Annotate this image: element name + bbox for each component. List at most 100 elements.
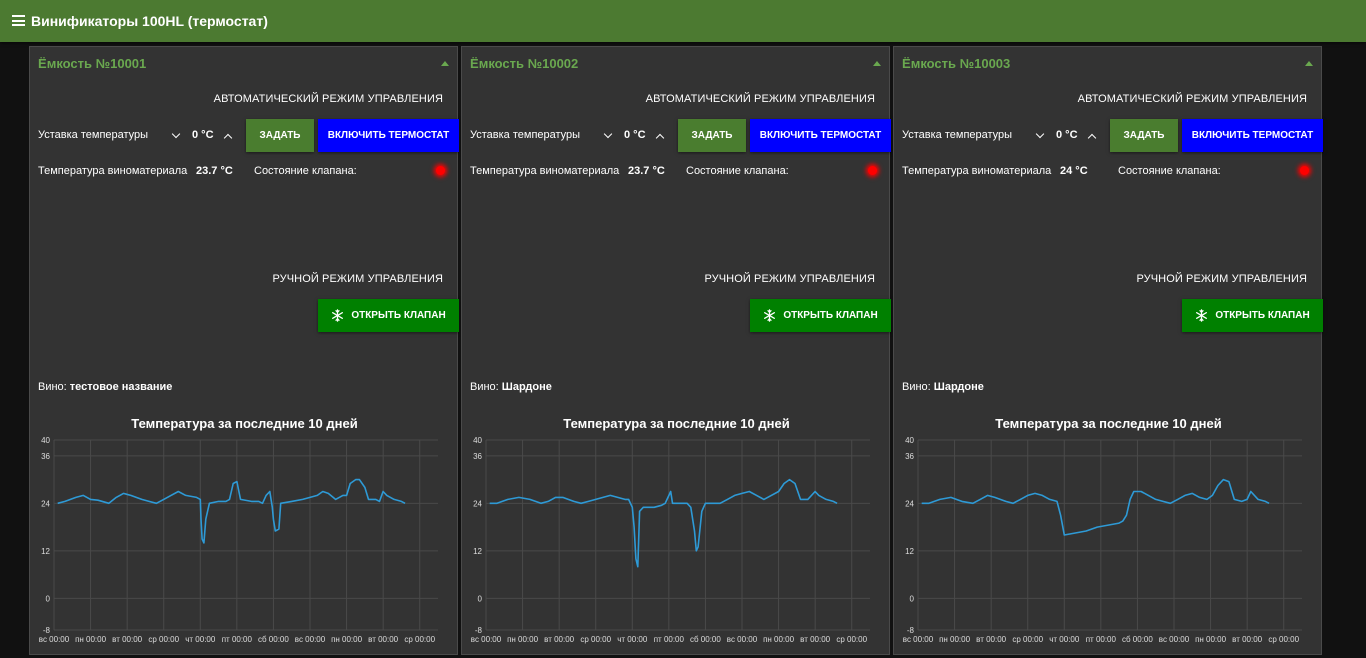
chevron-up-icon[interactable] — [1087, 133, 1097, 143]
enable-thermostat-button[interactable]: Включить термостат — [1182, 119, 1323, 152]
x-tick-label: пн 00:00 — [1195, 635, 1227, 644]
x-tick-label: вт 00:00 — [800, 635, 831, 644]
y-tick-label: 12 — [473, 547, 482, 556]
valve-state-label: Состояние клапана: — [686, 165, 789, 177]
set-button[interactable]: Задать — [246, 119, 314, 152]
y-tick-label: 24 — [473, 499, 482, 508]
open-valve-button[interactable]: Открыть клапан — [1182, 299, 1323, 332]
enable-thermostat-button[interactable]: Включить термостат — [318, 119, 459, 152]
tank-title[interactable]: Ёмкость №10002 — [470, 56, 579, 71]
y-tick-label: 36 — [473, 452, 482, 461]
chevron-down-icon[interactable] — [1035, 129, 1045, 139]
tank-card-1: Ёмкость №10001 Автоматический режим упра… — [29, 46, 459, 655]
temperature-series-line — [489, 478, 838, 568]
chevron-up-icon[interactable] — [655, 133, 665, 143]
x-tick-label: пн 00:00 — [331, 635, 363, 644]
tank-title[interactable]: Ёмкость №10001 — [38, 56, 147, 71]
snowflake-icon — [1196, 309, 1208, 322]
temperature-series-line — [921, 478, 1270, 536]
y-tick-label: 24 — [905, 499, 914, 508]
chevron-down-icon[interactable] — [603, 129, 613, 139]
wine-temp-value: 23.7 °C — [628, 165, 665, 177]
manual-mode-label: Ручной режим управления — [1136, 273, 1307, 285]
y-tick-label: -8 — [475, 626, 483, 635]
auto-mode-label: Автоматический режим управления — [213, 93, 443, 105]
x-tick-label: ср 00:00 — [580, 635, 611, 644]
wine-label: Вино: — [902, 381, 931, 393]
x-tick-label: вт 00:00 — [544, 635, 575, 644]
chevron-up-icon[interactable] — [223, 133, 233, 143]
open-valve-button[interactable]: Открыть клапан — [318, 299, 459, 332]
valve-status-led — [436, 166, 445, 175]
tank-card-2: Ёмкость №10002 Автоматический режим упра… — [461, 46, 891, 655]
y-tick-label: 0 — [910, 594, 915, 603]
y-tick-label: 40 — [41, 436, 50, 445]
wine-name: Шардоне — [501, 381, 552, 393]
wine-info: Вино: Шардоне — [902, 381, 984, 393]
app-header: Винификаторы 100HL (термостат) — [0, 0, 1366, 42]
setpoint-value[interactable]: 0 °C — [1056, 129, 1078, 141]
valve-status-led — [1300, 166, 1309, 175]
wine-name: Шардоне — [933, 381, 984, 393]
x-tick-label: вт 00:00 — [368, 635, 399, 644]
chevron-down-icon[interactable] — [171, 129, 181, 139]
manual-mode-label: Ручной режим управления — [272, 273, 443, 285]
snowflake-icon — [764, 309, 776, 322]
y-tick-label: 12 — [905, 547, 914, 556]
x-tick-label: вс 00:00 — [727, 635, 758, 644]
wine-label: Вино: — [470, 381, 499, 393]
y-tick-label: 40 — [905, 436, 914, 445]
tank-title[interactable]: Ёмкость №10003 — [902, 56, 1011, 71]
x-tick-label: вт 00:00 — [976, 635, 1007, 644]
x-tick-label: ср 00:00 — [1012, 635, 1043, 644]
x-tick-label: чт 00:00 — [185, 635, 216, 644]
open-valve-label: Открыть клапан — [1215, 310, 1310, 321]
setpoint-value[interactable]: 0 °C — [624, 129, 646, 141]
wine-temp-value: 23.7 °C — [196, 165, 233, 177]
x-tick-label: пт 00:00 — [222, 635, 253, 644]
wine-temp-value: 24 °C — [1060, 165, 1088, 177]
setpoint-value[interactable]: 0 °C — [192, 129, 214, 141]
collapse-triangle-icon[interactable] — [1305, 61, 1313, 66]
y-tick-label: -8 — [907, 626, 915, 635]
auto-mode-label: Автоматический режим управления — [645, 93, 875, 105]
y-tick-label: 36 — [41, 452, 50, 461]
x-tick-label: вс 00:00 — [471, 635, 502, 644]
valve-state-label: Состояние клапана: — [254, 165, 357, 177]
x-tick-label: ср 00:00 — [836, 635, 867, 644]
valve-status-led — [868, 166, 877, 175]
set-button[interactable]: Задать — [678, 119, 746, 152]
temperature-series-line — [57, 478, 406, 544]
enable-thermostat-button[interactable]: Включить термостат — [750, 119, 891, 152]
wine-name: тестовое название — [69, 381, 173, 393]
hamburger-menu-icon[interactable] — [12, 15, 25, 26]
tank-card-3: Ёмкость №10003 Автоматический режим упра… — [893, 46, 1323, 655]
y-tick-label: 0 — [478, 594, 483, 603]
x-tick-label: пн 00:00 — [763, 635, 795, 644]
set-button[interactable]: Задать — [1110, 119, 1178, 152]
x-tick-label: вт 00:00 — [112, 635, 143, 644]
x-tick-label: чт 00:00 — [617, 635, 648, 644]
open-valve-button[interactable]: Открыть клапан — [750, 299, 891, 332]
x-tick-label: пн 00:00 — [939, 635, 971, 644]
y-tick-label: 0 — [46, 594, 51, 603]
collapse-triangle-icon[interactable] — [441, 61, 449, 66]
x-tick-label: пт 00:00 — [654, 635, 685, 644]
y-tick-label: -8 — [43, 626, 51, 635]
x-tick-label: вс 00:00 — [39, 635, 70, 644]
auto-mode-label: Автоматический режим управления — [1077, 93, 1307, 105]
manual-mode-label: Ручной режим управления — [704, 273, 875, 285]
y-tick-label: 36 — [905, 452, 914, 461]
wine-temp-label: Температура виноматериала — [470, 165, 620, 177]
wine-info: Вино: тестовое название — [38, 381, 172, 393]
open-valve-label: Открыть клапан — [351, 310, 446, 321]
wine-temp-label: Температура виноматериала — [38, 165, 188, 177]
wine-info: Вино: Шардоне — [470, 381, 552, 393]
collapse-triangle-icon[interactable] — [873, 61, 881, 66]
x-tick-label: вт 00:00 — [1232, 635, 1263, 644]
snowflake-icon — [332, 309, 344, 322]
x-tick-label: сб 00:00 — [1122, 635, 1153, 644]
